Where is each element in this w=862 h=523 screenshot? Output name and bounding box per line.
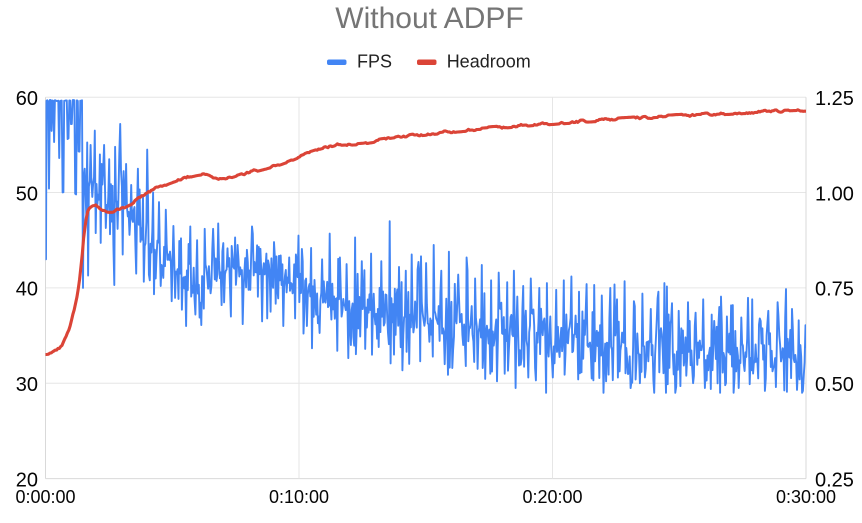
svg-text:Headroom: Headroom [447,51,531,71]
svg-text:50: 50 [16,183,38,205]
svg-text:0:10:00: 0:10:00 [269,487,329,507]
svg-text:1.25: 1.25 [815,88,854,110]
svg-text:60: 60 [16,88,38,110]
svg-text:40: 40 [16,279,38,301]
svg-text:Without ADPF: Without ADPF [335,2,523,35]
svg-text:FPS: FPS [357,51,392,71]
svg-text:1.00: 1.00 [815,183,854,205]
svg-text:0.75: 0.75 [815,279,854,301]
svg-text:0:30:00: 0:30:00 [776,487,836,507]
svg-text:20: 20 [16,469,38,491]
svg-text:0.25: 0.25 [815,469,854,491]
svg-text:30: 30 [16,374,38,396]
svg-text:0:20:00: 0:20:00 [522,487,582,507]
svg-text:0:00:00: 0:00:00 [15,487,75,507]
svg-text:0.50: 0.50 [815,374,854,396]
